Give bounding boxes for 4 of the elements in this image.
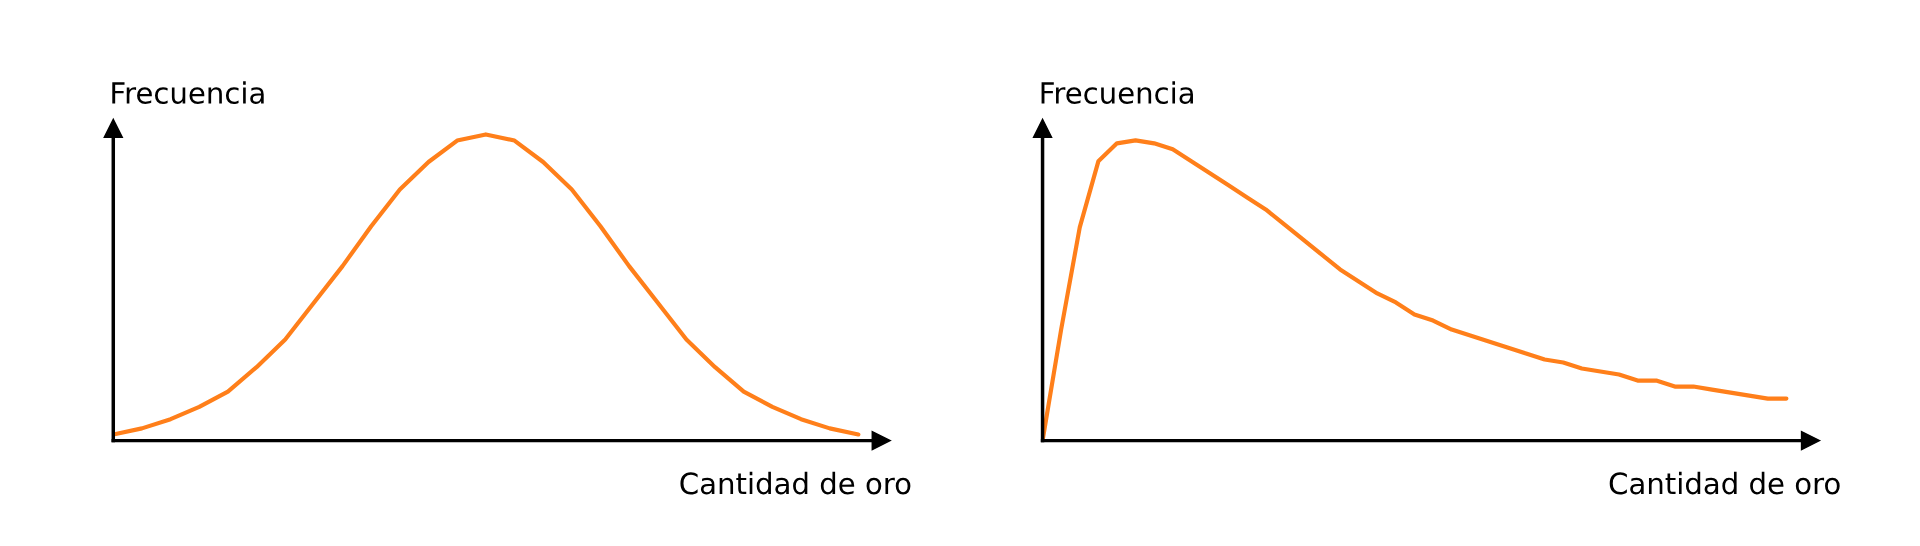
y-axis-title: Frecuencia [112, 81, 264, 104]
y-axis-title: Frecuencia [1041, 81, 1193, 104]
x-axis-title: Cantidad de oro [680, 471, 911, 495]
x-axis-title: Cantidad de oro [1609, 471, 1840, 495]
